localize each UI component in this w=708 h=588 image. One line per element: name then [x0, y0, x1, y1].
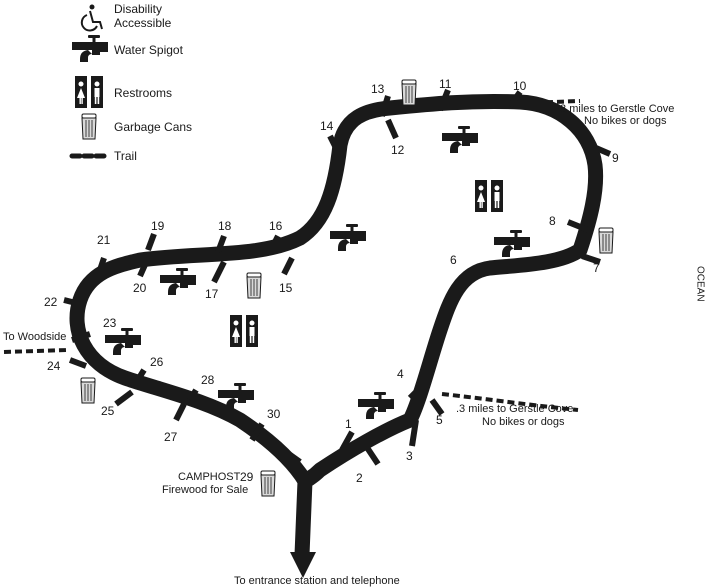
- site-24-label: 24: [47, 359, 61, 373]
- site-6-label: 6: [450, 253, 457, 267]
- legend-accessible-label: Accessible: [114, 16, 172, 30]
- water-spigot-icon: [160, 268, 196, 295]
- site-29-label: 29: [240, 470, 254, 484]
- wheelchair-icon: [80, 4, 103, 32]
- site-2-label: 2: [356, 471, 363, 485]
- camphost-label: CAMPHOST: [178, 471, 241, 483]
- site-18-label: 18: [218, 219, 232, 233]
- garbage-can-icon: [80, 377, 96, 404]
- gerstle-north-line2: No bikes or dogs: [584, 115, 667, 127]
- site-30-label: 30: [267, 407, 281, 421]
- site-5-label: 5: [436, 413, 443, 427]
- gerstle-north-line1: .3 miles to Gerstle Cove: [557, 103, 674, 115]
- site-23-label: 23: [103, 316, 117, 330]
- site-14-label: 14: [320, 119, 334, 133]
- water-spigot-icon: [72, 35, 108, 62]
- entrance-arrow-icon: [290, 552, 316, 578]
- trail-woodside: [3, 348, 69, 354]
- water-spigot-icon: [330, 224, 366, 251]
- water-spigot-icon: [494, 230, 530, 257]
- restroom-icon: [75, 76, 103, 108]
- site-9-label: 9: [612, 151, 619, 165]
- trail-gerstle-south: [441, 392, 579, 412]
- gerstle-south-line1: .3 miles to Gerstle Cove: [456, 403, 573, 415]
- legend-garbage-label: Garbage Cans: [114, 120, 192, 134]
- site-12-label: 12: [391, 143, 405, 157]
- garbage-can-icon: [260, 470, 276, 497]
- site-8-label: 8: [549, 214, 556, 228]
- water-spigot-icon: [105, 328, 141, 355]
- site-26-label: 26: [150, 355, 164, 369]
- site-28-label: 28: [201, 373, 215, 387]
- restroom-icon: [475, 180, 503, 212]
- restroom-icon: [230, 315, 258, 347]
- site-15-label: 15: [279, 281, 293, 295]
- gerstle-south-line2: No bikes or dogs: [482, 416, 565, 428]
- site-10-label: 10: [513, 79, 527, 93]
- site-19-label: 19: [151, 219, 165, 233]
- garbage-can-icon: [81, 113, 97, 140]
- woodside-label: To Woodside: [3, 331, 66, 343]
- ocean-label: OCEAN: [695, 266, 706, 302]
- campground-road: [69, 93, 604, 563]
- site-11-label: 11: [439, 77, 452, 91]
- legend: Disability Accessible Water Spigot Restr…: [69, 2, 192, 163]
- legend-disability-label: Disability: [114, 2, 162, 16]
- legend-water-label: Water Spigot: [114, 43, 184, 57]
- site-3-label: 3: [406, 449, 413, 463]
- site-16-label: 16: [269, 219, 283, 233]
- firewood-label: Firewood for Sale: [162, 484, 248, 496]
- site-1-label: 1: [345, 417, 352, 431]
- garbage-can-icon: [598, 227, 614, 254]
- entrance-label: To entrance station and telephone: [234, 575, 400, 587]
- site-numbers: 1 2 3 4 5 6 7 8 9 10 11 12 13 14 15 16 1…: [44, 77, 619, 485]
- legend-trail-label: Trail: [114, 149, 137, 163]
- site-22-label: 22: [44, 295, 58, 309]
- site-25-label: 25: [101, 404, 115, 418]
- water-spigot-icon: [358, 392, 394, 419]
- site-27-label: 27: [164, 430, 178, 444]
- water-spigot-icon: [442, 126, 478, 153]
- site-20-label: 20: [133, 281, 147, 295]
- garbage-can-icon: [401, 79, 417, 106]
- site-13-label: 13: [371, 82, 385, 96]
- garbage-can-icon: [246, 272, 262, 299]
- legend-restrooms-label: Restrooms: [114, 86, 172, 100]
- site-7-label: 7: [593, 261, 600, 275]
- site-17-label: 17: [205, 287, 219, 301]
- site-4-label: 4: [397, 367, 404, 381]
- site-21-label: 21: [97, 233, 111, 247]
- site-spurs: [63, 88, 612, 466]
- map-notes: .3 miles to Gerstle Cove No bikes or dog…: [3, 103, 706, 587]
